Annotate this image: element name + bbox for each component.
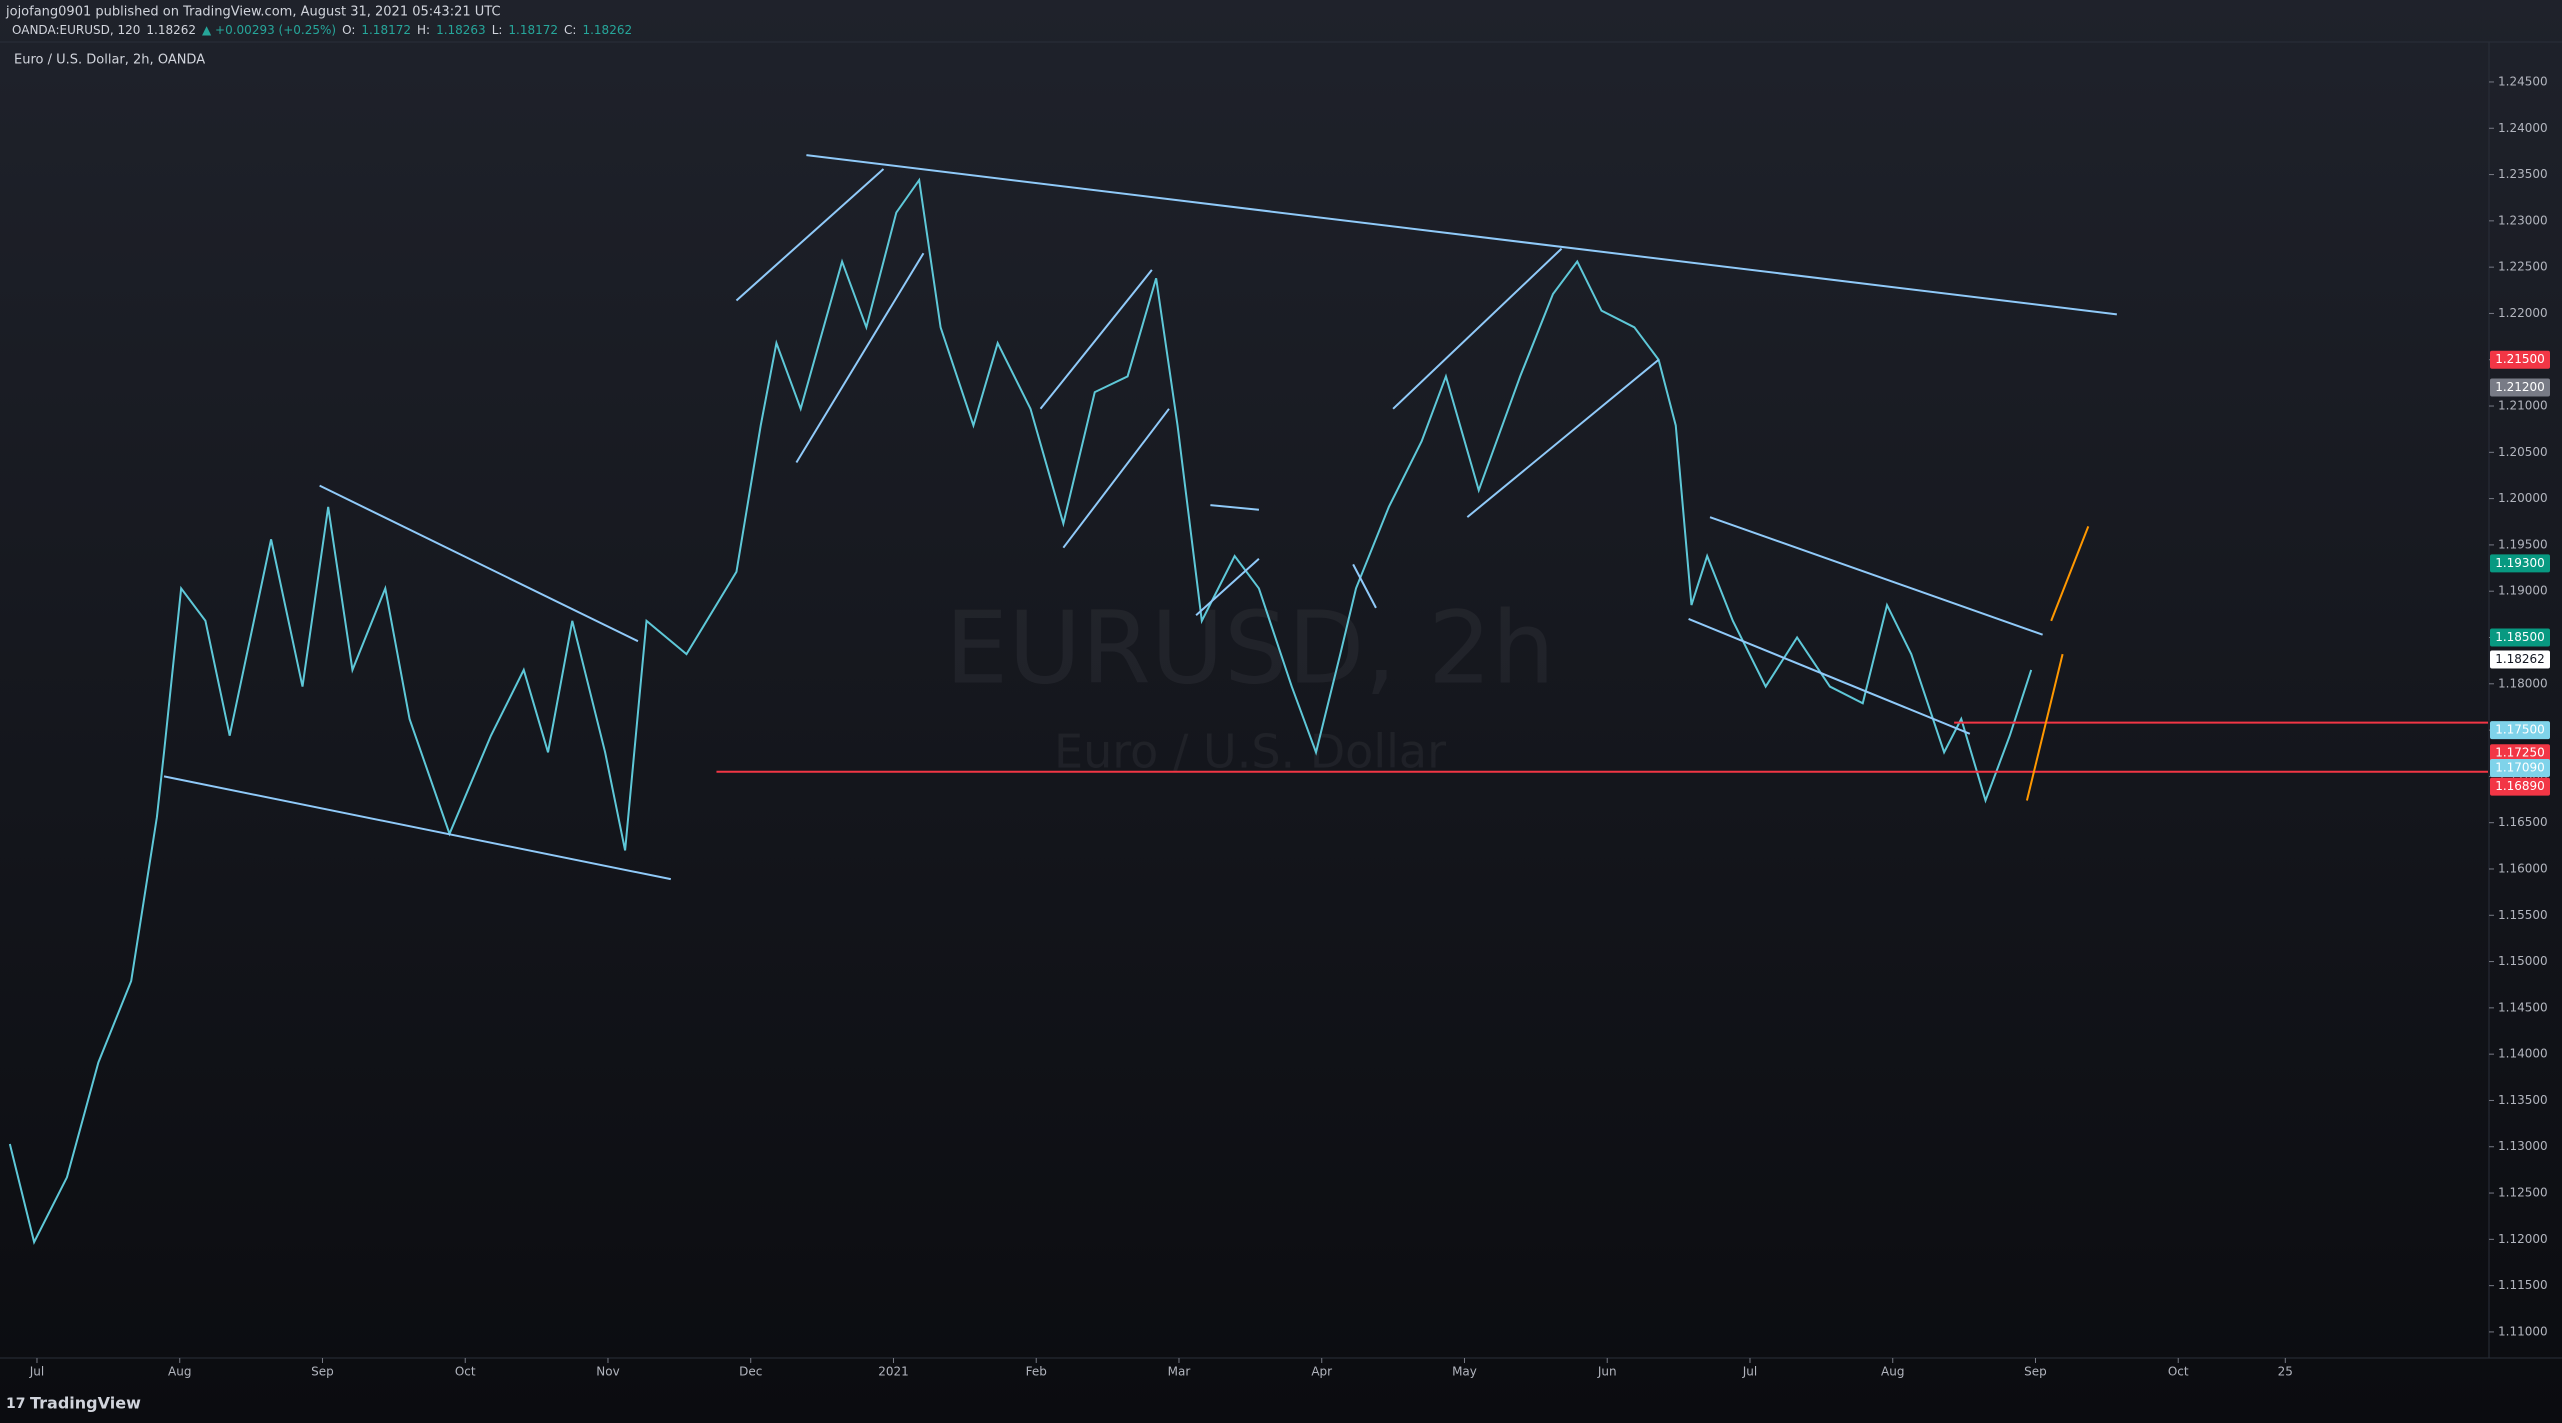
trendline [2025,653,2064,801]
price-label-box [2490,378,2550,397]
price-label-box [2490,759,2550,778]
y-tick-label: 1.19500 [2498,537,2548,551]
trendline [1688,618,1971,735]
price-label: 1.18500 [2495,630,2545,644]
y-tick-label: 1.20500 [2498,445,2548,459]
y-tick-label: 1.11500 [2498,1278,2548,1292]
author-line: jojofang0901 published on TradingView.co… [5,5,501,20]
price-label-box [2490,721,2550,740]
trendline [1195,558,1260,617]
y-tick-label: 1.15500 [2498,908,2548,922]
y-tick-label: 1.19000 [2498,584,2548,598]
symbol-info: OANDA:EURUSD, 120 1.18262 ▲ +0.00293 (+0.2… [12,23,632,37]
x-tick-label: 25 [2278,1365,2293,1379]
y-tick-label: 1.15000 [2498,954,2548,968]
change: ▲ +0.00293 (+0.25%) [202,23,336,37]
x-tick-label: May [1452,1365,1477,1379]
y-tick-label: 1.13500 [2498,1093,2548,1107]
y-tick-label: 1.23500 [2498,167,2548,181]
x-tick-label: Feb [1026,1365,1047,1379]
y-tick-label: 1.24500 [2498,74,2548,88]
y-tick-label: 1.22000 [2498,306,2548,320]
trendline [1392,247,1563,410]
trendline [163,775,671,881]
ohlc-item: H: [417,23,430,37]
price-label: 1.17500 [2495,723,2545,737]
price-label-box [2490,650,2550,669]
x-tick-label: Sep [311,1365,334,1379]
ohlc-item: C: [564,23,576,37]
trendline [1709,516,2043,636]
last-price: 1.18262 [146,23,196,37]
trendline [1466,358,1660,518]
y-tick-label: 1.12000 [2498,1232,2548,1246]
price-label: 1.16890 [2495,779,2545,793]
symbol: OANDA:EURUSD, 120 [12,23,140,37]
y-tick-label: 1.20000 [2498,491,2548,505]
y-tick-label: 1.16000 [2498,861,2548,875]
y-tick-label: 1.12500 [2498,1186,2548,1200]
trendline [2050,526,2090,622]
legend-title: Euro / U.S. Dollar, 2h, OANDA [14,53,205,68]
trendline [319,484,639,643]
ohlc-item: 1.18262 [582,23,632,37]
x-tick-label: Apr [1311,1365,1332,1379]
y-tick-label: 1.18000 [2498,676,2548,690]
price-label: 1.18262 [2495,652,2545,666]
price-line [8,177,2033,1245]
y-tick-label: 1.23000 [2498,213,2548,227]
watermark-subtitle: Euro / U.S. Dollar [1054,725,1446,779]
ohlc-item: 1.18172 [361,23,411,37]
trendline [1352,563,1377,609]
trendline [1039,269,1153,410]
x-tick-label: 2021 [878,1365,909,1379]
price-label: 1.17090 [2495,761,2545,775]
x-tick-label: Jul [1742,1365,1757,1379]
footer-brand: TradingView [30,1394,141,1413]
price-label-box [2490,350,2550,369]
ohlc-item: 1.18263 [436,23,486,37]
y-tick-label: 1.24000 [2498,121,2548,135]
price-label-box [2490,777,2550,796]
y-tick-label: 1.14500 [2498,1000,2548,1014]
y-tick-label: 1.22500 [2498,260,2548,274]
y-tick-label: 1.21000 [2498,399,2548,413]
ohlc-item: 1.18172 [508,23,558,37]
x-tick-label: Sep [2024,1365,2047,1379]
trendline [795,252,925,464]
x-tick-label: Jun [1597,1365,1617,1379]
symbol-line: OANDA:EURUSD, 120 1.18262 ▲ +0.00293 (+0.2… [12,23,632,37]
price-label: 1.17250 [2495,746,2545,760]
y-tick-label: 1.13000 [2498,1139,2548,1153]
price-label: 1.21200 [2495,380,2545,394]
price-label-box [2490,628,2550,647]
x-tick-label: Mar [1168,1365,1191,1379]
ohlc-item: L: [492,23,503,37]
watermark: EURUSD, 2h [945,589,1555,706]
price-label-box [2490,744,2550,763]
ohlc-item: O: [342,23,355,37]
trendline [1210,504,1260,511]
x-tick-label: Dec [739,1365,762,1379]
trendline [1062,408,1170,549]
y-tick-label: 1.14000 [2498,1047,2548,1061]
x-tick-label: Aug [1881,1365,1904,1379]
y-tick-label: 1.16500 [2498,815,2548,829]
price-label: 1.19300 [2495,556,2545,570]
x-tick-label: Jul [29,1365,44,1379]
x-tick-label: Oct [2168,1365,2189,1379]
y-tick-label: 1.11000 [2498,1324,2548,1338]
footer-logo: 17 [6,1396,25,1412]
x-tick-label: Aug [168,1365,191,1379]
price-label-box [2490,554,2550,573]
trendline [735,168,885,302]
price-label: 1.21500 [2495,352,2545,366]
trendline [806,154,2117,316]
x-tick-label: Oct [455,1365,476,1379]
x-tick-label: Nov [596,1365,619,1379]
